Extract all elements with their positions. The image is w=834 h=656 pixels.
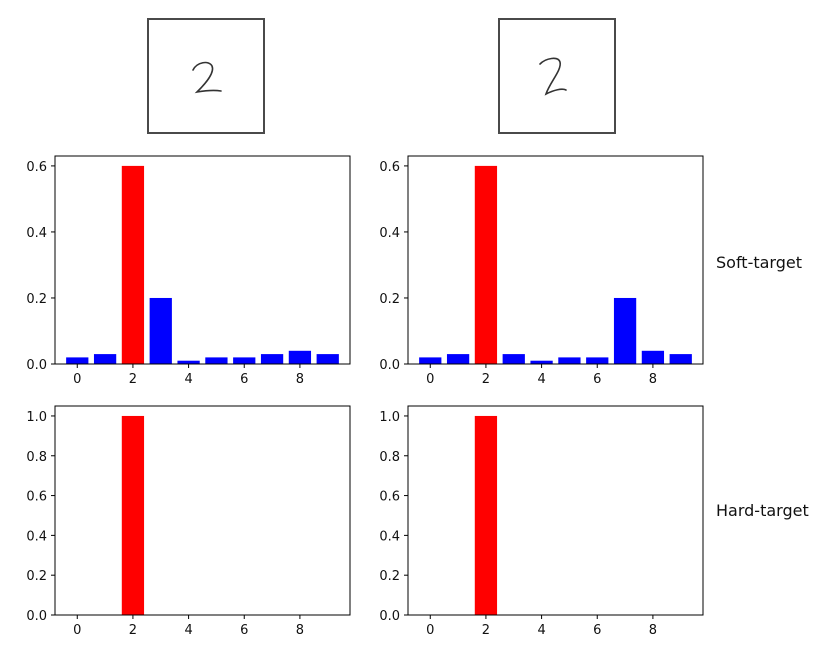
bar-1-3 (502, 354, 525, 364)
y-tick-label-0-0.4: 0.4 (26, 226, 47, 241)
y-tick-label-0-0.0: 0.0 (26, 358, 47, 373)
bar-0-5 (205, 357, 228, 364)
y-tick-label-1-0.0: 0.0 (379, 358, 400, 373)
x-tick-label-3-2: 2 (482, 623, 490, 638)
y-tick-label-3-1.0: 1.0 (379, 410, 400, 425)
plot-frame-0 (54, 155, 351, 365)
x-tick-label-2-8: 8 (296, 623, 304, 638)
digit-image-left (147, 18, 265, 134)
bar-1-2 (474, 165, 498, 364)
x-tick-label-3-6: 6 (593, 623, 601, 638)
y-tick-label-0-0.2: 0.2 (26, 292, 47, 307)
x-tick-label-3-0: 0 (426, 623, 434, 638)
digit-image-right (498, 18, 616, 134)
bar-0-6 (233, 357, 256, 364)
plot-frame-3 (407, 405, 704, 616)
bar-0-3 (149, 297, 172, 364)
bar-1-0 (419, 357, 442, 364)
y-tick-label-1-0.6: 0.6 (379, 160, 400, 175)
x-tick-label-0-6: 6 (240, 372, 248, 387)
x-tick-label-1-8: 8 (649, 372, 657, 387)
y-tick-label-3-0.2: 0.2 (379, 569, 400, 584)
x-tick-label-0-8: 8 (296, 372, 304, 387)
x-tick-label-0-2: 2 (129, 372, 137, 387)
x-tick-label-3-8: 8 (649, 623, 657, 638)
y-tick-label-2-0.6: 0.6 (26, 490, 47, 505)
bar-0-8 (288, 350, 312, 364)
x-tick-label-1-0: 0 (426, 372, 434, 387)
hard-target-label: Hard-target (716, 501, 809, 520)
plot-frame-1 (407, 155, 704, 365)
x-tick-label-2-0: 0 (73, 623, 81, 638)
y-tick-label-0-0.6: 0.6 (26, 160, 47, 175)
bar-1-4 (530, 360, 553, 364)
bar-2-2 (121, 415, 145, 615)
x-tick-label-1-4: 4 (537, 372, 545, 387)
y-tick-label-2-0.0: 0.0 (26, 609, 47, 624)
x-tick-label-2-2: 2 (129, 623, 137, 638)
plot-frame-2 (54, 405, 351, 616)
bar-1-8 (641, 350, 665, 364)
bar-0-2 (121, 165, 145, 364)
bar-0-0 (66, 357, 89, 364)
x-tick-label-0-4: 4 (184, 372, 192, 387)
x-tick-label-3-4: 4 (537, 623, 545, 638)
bar-1-9 (669, 354, 692, 364)
handwritten-digit-2-icon (192, 61, 222, 94)
y-tick-label-2-0.2: 0.2 (26, 569, 47, 584)
x-tick-label-2-4: 4 (184, 623, 192, 638)
y-tick-label-3-0.4: 0.4 (379, 529, 400, 544)
x-tick-label-1-6: 6 (593, 372, 601, 387)
y-tick-label-3-0.8: 0.8 (379, 450, 400, 465)
handwritten-digit-2-variant-icon (539, 57, 567, 96)
bar-1-6 (586, 357, 609, 364)
bar-3-2 (474, 415, 498, 615)
bar-0-7 (260, 354, 284, 364)
y-tick-label-2-0.4: 0.4 (26, 529, 47, 544)
bar-0-1 (93, 354, 117, 364)
bar-1-5 (558, 357, 581, 364)
bar-1-1 (446, 354, 470, 364)
x-tick-label-2-6: 6 (240, 623, 248, 638)
y-tick-label-1-0.4: 0.4 (379, 226, 400, 241)
y-tick-label-3-0.6: 0.6 (379, 490, 400, 505)
y-tick-label-2-1.0: 1.0 (26, 410, 47, 425)
y-tick-label-3-0.0: 0.0 (379, 609, 400, 624)
x-tick-label-1-2: 2 (482, 372, 490, 387)
y-tick-label-2-0.8: 0.8 (26, 450, 47, 465)
bar-1-7 (613, 297, 637, 364)
bar-0-4 (177, 360, 200, 364)
x-tick-label-0-0: 0 (73, 372, 81, 387)
bar-0-9 (316, 354, 339, 364)
y-tick-label-1-0.2: 0.2 (379, 292, 400, 307)
soft-target-label: Soft-target (716, 253, 802, 272)
